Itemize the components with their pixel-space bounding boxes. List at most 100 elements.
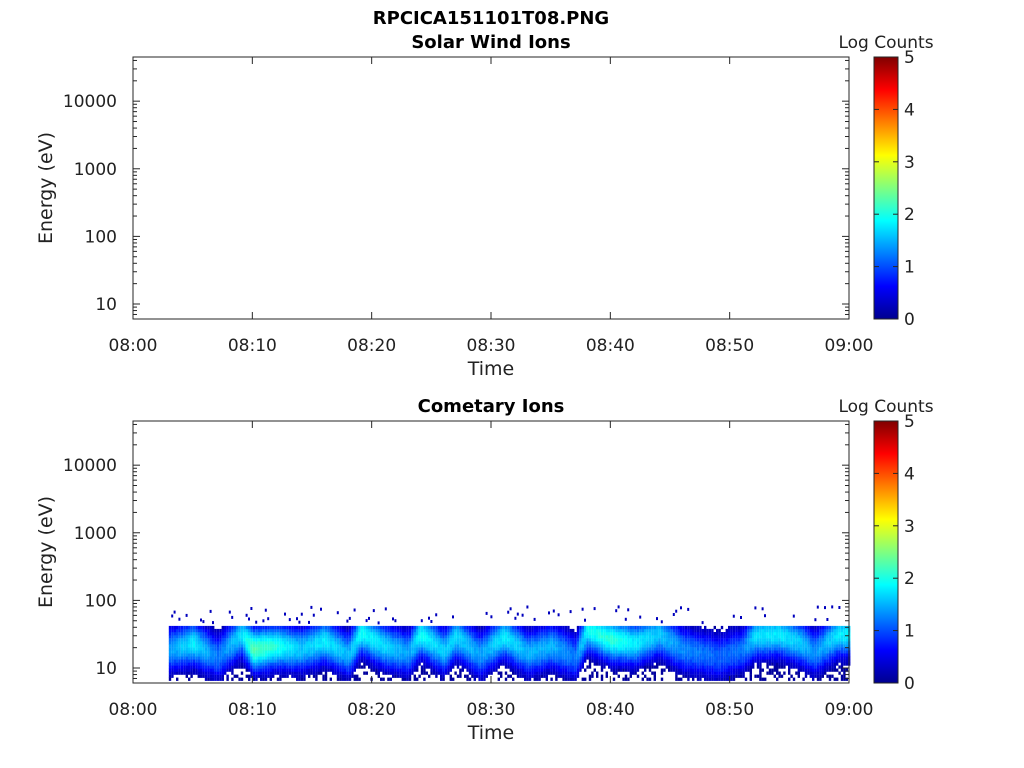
spectrogram-cell	[826, 674, 829, 678]
spectrogram-cell	[826, 625, 829, 630]
spectrogram-cell	[716, 677, 719, 681]
spectrogram-cell	[718, 662, 721, 666]
spectrogram-cell	[593, 656, 596, 660]
spectrogram-cell	[336, 650, 340, 654]
spectrogram-cell	[488, 659, 491, 663]
spectrogram-cell	[610, 638, 613, 642]
spectrogram-cell	[687, 659, 690, 663]
spectrogram-cell	[584, 659, 587, 663]
spectrogram-cell	[555, 635, 558, 639]
spectrogram-cell	[732, 677, 736, 681]
spectrogram-cell	[550, 662, 553, 666]
spectrogram-cell	[483, 635, 486, 639]
spectrogram-cell	[471, 641, 474, 645]
spectrogram-cell	[716, 656, 719, 660]
spectrogram-cell	[764, 656, 767, 660]
spectrogram-cell	[567, 632, 570, 636]
spectrogram-cell	[384, 641, 388, 645]
spectrogram-cell	[622, 659, 625, 663]
y-tick-label: 10000	[63, 456, 117, 476]
spectrogram-cell	[615, 625, 618, 630]
spectrogram-cell	[687, 662, 690, 666]
spectrogram-cell	[788, 650, 791, 654]
spectrogram-cell	[370, 650, 373, 654]
spectrogram-cell	[296, 647, 299, 651]
spectrogram-cell	[286, 635, 289, 639]
spectrogram-cell	[692, 647, 695, 651]
spectrogram-cell	[680, 653, 683, 657]
spectrogram-cell	[288, 618, 291, 622]
spectrogram-cell	[394, 674, 397, 678]
spectrogram-cell	[236, 628, 239, 633]
spectrogram-cell	[284, 665, 287, 669]
spectrogram-cell	[423, 677, 426, 681]
spectrogram-cell	[312, 656, 316, 660]
spectrogram-cell	[512, 656, 515, 660]
spectrogram-cell	[732, 614, 735, 618]
spectrogram-cell	[836, 625, 839, 630]
spectrogram-cell	[396, 638, 400, 642]
spectrogram-cell	[435, 671, 438, 675]
spectrogram-cell	[816, 650, 820, 654]
spectrogram-cell	[598, 650, 601, 654]
spectrogram-cell	[730, 635, 733, 639]
spectrogram-cell	[516, 644, 520, 648]
spectrogram-cell	[461, 656, 464, 660]
spectrogram-cell	[519, 674, 522, 678]
spectrogram-cell	[519, 659, 522, 663]
spectrogram-cell	[521, 650, 524, 654]
spectrogram-cell	[816, 632, 820, 636]
spectrogram-cell	[452, 635, 455, 639]
spectrogram-cell	[185, 613, 188, 617]
spectrogram-cell	[725, 662, 728, 666]
spectrogram-cell	[795, 659, 798, 663]
spectrogram-cell	[620, 662, 623, 666]
spectrogram-cell	[324, 677, 328, 681]
spectrogram-cell	[243, 632, 246, 636]
spectrogram-cell	[624, 635, 628, 639]
spectrogram-cell	[219, 628, 222, 633]
spectrogram-cell	[312, 674, 316, 678]
spectrogram-cell	[339, 659, 342, 663]
spectrogram-cell	[300, 635, 304, 639]
spectrogram-cell	[552, 638, 556, 642]
spectrogram-cell	[800, 668, 803, 672]
spectrogram-cell	[833, 653, 836, 657]
spectrogram-cell	[687, 650, 690, 654]
spectrogram-cell	[797, 674, 800, 678]
spectrogram-cell	[610, 656, 613, 660]
spectrogram-cell	[821, 674, 824, 678]
spectrogram-cell	[204, 665, 208, 669]
spectrogram-cell	[557, 638, 560, 642]
spectrogram-cell	[766, 659, 769, 663]
x-tick-label: 08:20	[347, 336, 396, 356]
spectrogram-cell	[812, 668, 815, 672]
spectrogram-cell	[228, 638, 232, 642]
spectrogram-cell	[814, 659, 817, 663]
spectrogram-cell	[279, 668, 282, 672]
spectrogram-cell	[389, 650, 392, 654]
spectrogram-cell	[276, 656, 280, 660]
spectrogram-cell	[764, 644, 767, 648]
spectrogram-cell	[723, 665, 726, 669]
colorbar-label: Log Counts	[838, 397, 933, 417]
spectrogram-cell	[478, 644, 481, 648]
spectrogram-cell	[308, 662, 311, 666]
spectrogram-cell	[548, 625, 551, 630]
spectrogram-cell	[569, 662, 572, 666]
spectrogram-cell	[641, 638, 644, 642]
spectrogram-cell	[752, 653, 755, 657]
spectrogram-cell	[459, 625, 462, 630]
spectrogram-cell	[812, 632, 815, 636]
spectrogram-cell	[334, 625, 337, 630]
spectrogram-cell	[716, 638, 719, 642]
spectrogram-cell	[783, 656, 786, 660]
spectrogram-cell	[752, 625, 755, 630]
spectrogram-cell	[596, 659, 599, 663]
spectrogram-cell	[224, 656, 227, 660]
spectrogram-cell	[840, 628, 844, 633]
spectrogram-cell	[420, 665, 424, 669]
spectrogram-cell	[336, 665, 340, 669]
spectrogram-cell	[759, 674, 762, 678]
spectrogram-cell	[704, 635, 707, 639]
